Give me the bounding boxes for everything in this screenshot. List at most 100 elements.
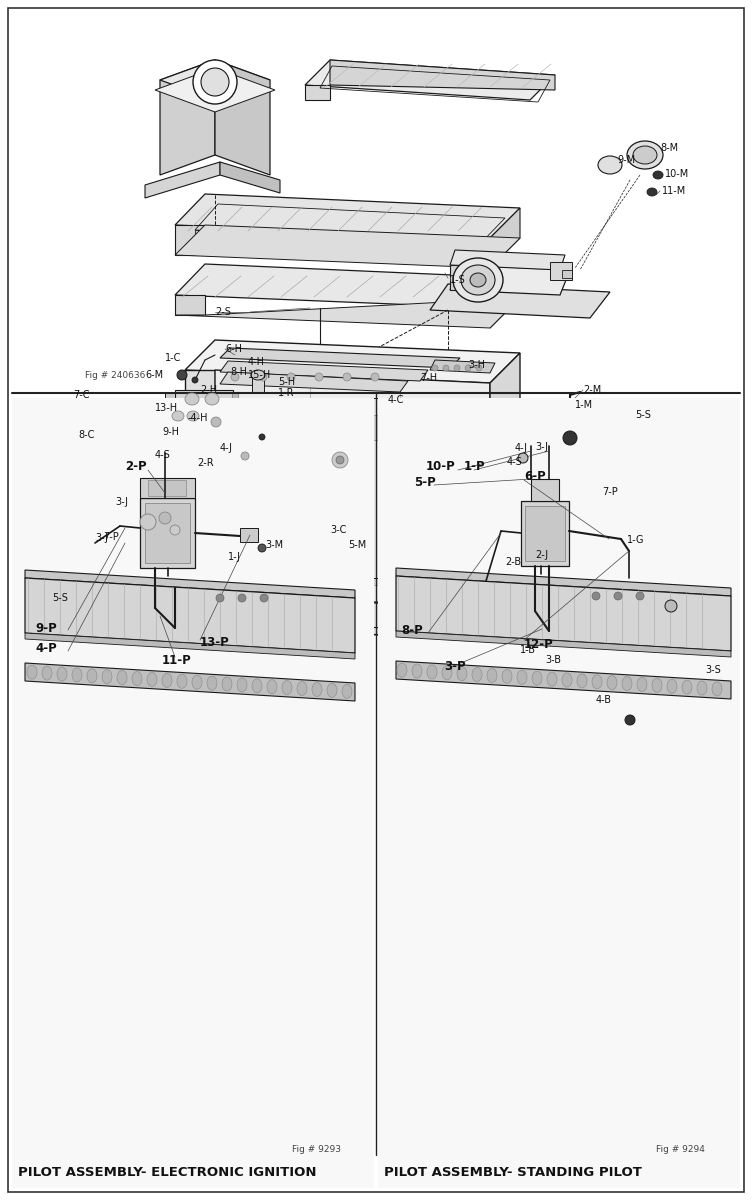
- Bar: [378, 398, 740, 1188]
- Polygon shape: [490, 353, 520, 640]
- Text: PILOT ASSEMBLY- ELECTRONIC IGNITION: PILOT ASSEMBLY- ELECTRONIC IGNITION: [18, 1165, 317, 1178]
- Text: 2-S: 2-S: [215, 307, 231, 317]
- Ellipse shape: [532, 671, 542, 685]
- Text: 1-G: 1-G: [627, 535, 644, 545]
- Bar: [98, 432, 116, 444]
- Circle shape: [177, 370, 187, 380]
- Circle shape: [336, 456, 344, 464]
- Circle shape: [287, 373, 295, 382]
- Bar: [562, 270, 572, 278]
- Circle shape: [636, 592, 644, 600]
- Polygon shape: [638, 541, 690, 554]
- Polygon shape: [220, 596, 510, 634]
- Polygon shape: [430, 360, 495, 373]
- Polygon shape: [305, 60, 555, 100]
- Ellipse shape: [627, 140, 663, 169]
- Ellipse shape: [297, 682, 307, 696]
- Ellipse shape: [42, 666, 52, 680]
- Text: 9-P: 9-P: [35, 622, 56, 635]
- Polygon shape: [185, 370, 215, 630]
- Polygon shape: [628, 492, 700, 678]
- Ellipse shape: [267, 679, 277, 694]
- Polygon shape: [140, 478, 195, 498]
- Text: 7-P: 7-P: [103, 532, 119, 542]
- Text: 2-R: 2-R: [197, 458, 214, 468]
- Polygon shape: [440, 565, 600, 646]
- Text: 3-S: 3-S: [705, 665, 720, 674]
- Text: -4-H: -4-H: [188, 413, 208, 422]
- Text: 6-M: 6-M: [145, 370, 163, 380]
- Circle shape: [238, 594, 246, 602]
- Text: 4-J: 4-J: [515, 443, 528, 452]
- Text: 1-J: 1-J: [228, 552, 241, 562]
- Ellipse shape: [562, 673, 572, 686]
- Text: 13-H: 13-H: [155, 403, 178, 413]
- Ellipse shape: [622, 677, 632, 690]
- Bar: [112, 542, 126, 552]
- Ellipse shape: [192, 676, 202, 689]
- Bar: [108, 538, 130, 556]
- Text: 3-M: 3-M: [265, 540, 283, 550]
- Ellipse shape: [427, 665, 437, 679]
- Text: 1-B: 1-B: [520, 646, 536, 655]
- Ellipse shape: [327, 683, 337, 697]
- Text: 8-H: 8-H: [230, 367, 247, 377]
- Ellipse shape: [470, 272, 486, 287]
- Circle shape: [241, 452, 249, 460]
- Bar: [579, 492, 595, 502]
- Bar: [521, 502, 569, 566]
- Circle shape: [140, 514, 156, 530]
- Bar: [240, 528, 258, 542]
- Bar: [12, 398, 374, 1188]
- Circle shape: [259, 373, 267, 382]
- Bar: [252, 374, 264, 392]
- Ellipse shape: [187, 410, 199, 421]
- Polygon shape: [220, 574, 488, 588]
- Ellipse shape: [412, 664, 422, 678]
- Polygon shape: [220, 348, 460, 368]
- Ellipse shape: [162, 673, 172, 688]
- Text: 2-H: 2-H: [200, 385, 217, 395]
- Text: Fig # 9294: Fig # 9294: [656, 1146, 705, 1154]
- Polygon shape: [175, 295, 205, 314]
- Ellipse shape: [652, 678, 662, 692]
- Bar: [168, 404, 206, 427]
- Polygon shape: [530, 476, 572, 550]
- Text: 4-S: 4-S: [155, 450, 171, 460]
- Text: 7-C: 7-C: [73, 390, 89, 400]
- Polygon shape: [25, 662, 355, 701]
- Text: 4-J: 4-J: [220, 443, 233, 452]
- Text: 1-R: 1-R: [278, 388, 295, 398]
- Text: 3-J: 3-J: [95, 533, 108, 542]
- Text: 3-H: 3-H: [468, 360, 485, 370]
- Ellipse shape: [607, 676, 617, 690]
- Circle shape: [260, 594, 268, 602]
- Polygon shape: [170, 458, 205, 468]
- Bar: [93, 400, 123, 428]
- Ellipse shape: [502, 670, 512, 683]
- Ellipse shape: [712, 682, 722, 696]
- Polygon shape: [490, 208, 520, 268]
- Text: 11-P: 11-P: [162, 654, 192, 666]
- Ellipse shape: [653, 170, 663, 179]
- Polygon shape: [155, 68, 275, 112]
- Polygon shape: [185, 340, 520, 383]
- Text: 10-M: 10-M: [665, 169, 690, 179]
- Ellipse shape: [647, 188, 657, 196]
- Ellipse shape: [132, 672, 142, 685]
- Polygon shape: [531, 479, 559, 502]
- Text: 9-H: 9-H: [162, 427, 179, 437]
- Circle shape: [592, 592, 600, 600]
- Text: Fig # 9293: Fig # 9293: [292, 1146, 341, 1154]
- Text: 2-P: 2-P: [125, 460, 147, 473]
- Ellipse shape: [682, 680, 692, 694]
- Text: 1-M: 1-M: [575, 400, 593, 410]
- Ellipse shape: [342, 684, 352, 698]
- Ellipse shape: [27, 665, 37, 679]
- Polygon shape: [430, 540, 612, 572]
- Circle shape: [211, 416, 221, 427]
- Polygon shape: [638, 641, 690, 655]
- Polygon shape: [396, 631, 731, 658]
- Ellipse shape: [461, 265, 495, 295]
- Circle shape: [343, 373, 351, 382]
